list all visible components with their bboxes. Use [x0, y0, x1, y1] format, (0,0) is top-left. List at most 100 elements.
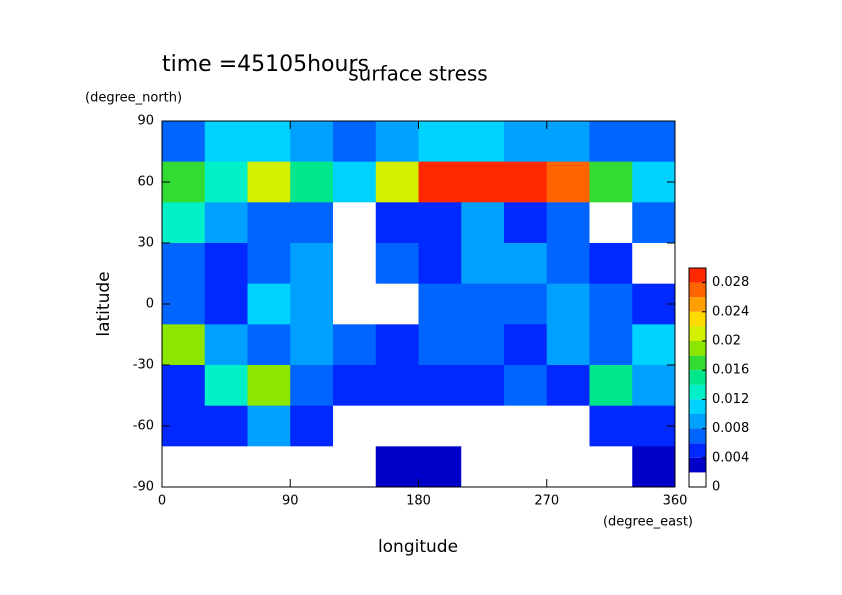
field-cell: [632, 446, 676, 488]
field-cell: [504, 446, 548, 488]
x-tick-label: 0: [158, 494, 166, 509]
field-cell: [461, 405, 505, 447]
colorbar-tick-label: 0: [712, 480, 720, 495]
field-cell: [162, 243, 206, 285]
field-cell: [204, 446, 248, 488]
y-tick-label: -30: [133, 358, 154, 373]
colorbar-band: [689, 384, 706, 400]
colorbar-tick-label: 0.028: [712, 275, 749, 290]
field-cell: [589, 121, 633, 163]
field-cell: [333, 121, 377, 163]
field-cell: [162, 324, 206, 366]
x-unit: (degree_east): [603, 515, 693, 530]
field-cell: [290, 243, 334, 285]
field-cell: [546, 161, 590, 203]
field-cell: [162, 446, 206, 488]
field-cell: [546, 121, 590, 163]
y-tick-label: 90: [137, 114, 154, 129]
field-cell: [418, 243, 462, 285]
field-cell: [290, 446, 334, 488]
y-tick-label: 30: [137, 236, 154, 251]
y-unit: (degree_north): [85, 91, 182, 106]
field-cell: [418, 202, 462, 244]
field-cell: [504, 202, 548, 244]
field-cell: [589, 324, 633, 366]
field-cell: [461, 283, 505, 325]
field-cell: [204, 324, 248, 366]
field-cell: [204, 365, 248, 407]
field-cell: [333, 202, 377, 244]
colorbar-band: [689, 457, 706, 473]
field-cell: [504, 324, 548, 366]
field-cell: [546, 243, 590, 285]
colorbar-band: [689, 268, 706, 283]
field-cell: [589, 283, 633, 325]
field-cell: [589, 405, 633, 447]
field-cell: [290, 365, 334, 407]
field-cell: [204, 243, 248, 285]
field-cell: [204, 202, 248, 244]
field-cell: [333, 161, 377, 203]
field-cell: [247, 161, 291, 203]
field-cell: [546, 365, 590, 407]
field-cell: [375, 121, 419, 163]
chart-title: surface stress: [348, 62, 487, 86]
field-cell: [418, 161, 462, 203]
field-cell: [375, 283, 419, 325]
field-cell: [375, 202, 419, 244]
colorbar-band: [689, 297, 706, 312]
field-cell: [375, 405, 419, 447]
field-cell: [290, 283, 334, 325]
field-cell: [247, 283, 291, 325]
field-cell: [162, 121, 206, 163]
field-cell: [290, 161, 334, 203]
colorbar-tick-label: 0.012: [712, 392, 749, 407]
field-cell: [632, 243, 676, 285]
field-cell: [290, 324, 334, 366]
colorbar-tick-label: 0.024: [712, 304, 749, 319]
x-tick-label: 360: [663, 494, 688, 509]
field-cell: [632, 324, 676, 366]
field-cell: [418, 405, 462, 447]
field-cell: [290, 202, 334, 244]
field-cell: [333, 283, 377, 325]
field-cell: [589, 202, 633, 244]
field-cell: [375, 243, 419, 285]
colorbar-band: [689, 326, 706, 341]
field-cell: [375, 324, 419, 366]
field-cell: [546, 202, 590, 244]
field-cell: [247, 405, 291, 447]
field-cell: [375, 161, 419, 203]
field-cell: [461, 161, 505, 203]
field-cell: [375, 446, 419, 488]
field-cell: [247, 243, 291, 285]
field-cell: [589, 161, 633, 203]
field-cell: [504, 243, 548, 285]
field-cell: [461, 243, 505, 285]
field-cell: [333, 243, 377, 285]
field-cell: [204, 121, 248, 163]
colorbar-band: [689, 399, 706, 414]
field-cell: [162, 365, 206, 407]
field-cell: [204, 283, 248, 325]
colorbar-band: [689, 428, 706, 444]
field-cell: [333, 446, 377, 488]
x-tick-label: 180: [406, 494, 431, 509]
x-axis-label: longitude: [378, 537, 458, 557]
colorbar-tick-label: 0.008: [712, 421, 749, 436]
colorbar-band: [689, 443, 706, 458]
field-cell: [162, 202, 206, 244]
field-cell: [418, 121, 462, 163]
field-cell: [632, 365, 676, 407]
y-tick-label: -60: [133, 419, 154, 434]
y-axis-label: latitude: [94, 271, 114, 336]
field-cell: [504, 161, 548, 203]
colorbar-tick-label: 0.016: [712, 363, 749, 378]
colorbar-band: [689, 355, 706, 371]
y-tick-label: 60: [137, 175, 154, 190]
field-cell: [589, 365, 633, 407]
colorbar-band: [689, 282, 706, 298]
field-cell: [461, 324, 505, 366]
x-tick-label: 270: [534, 494, 559, 509]
